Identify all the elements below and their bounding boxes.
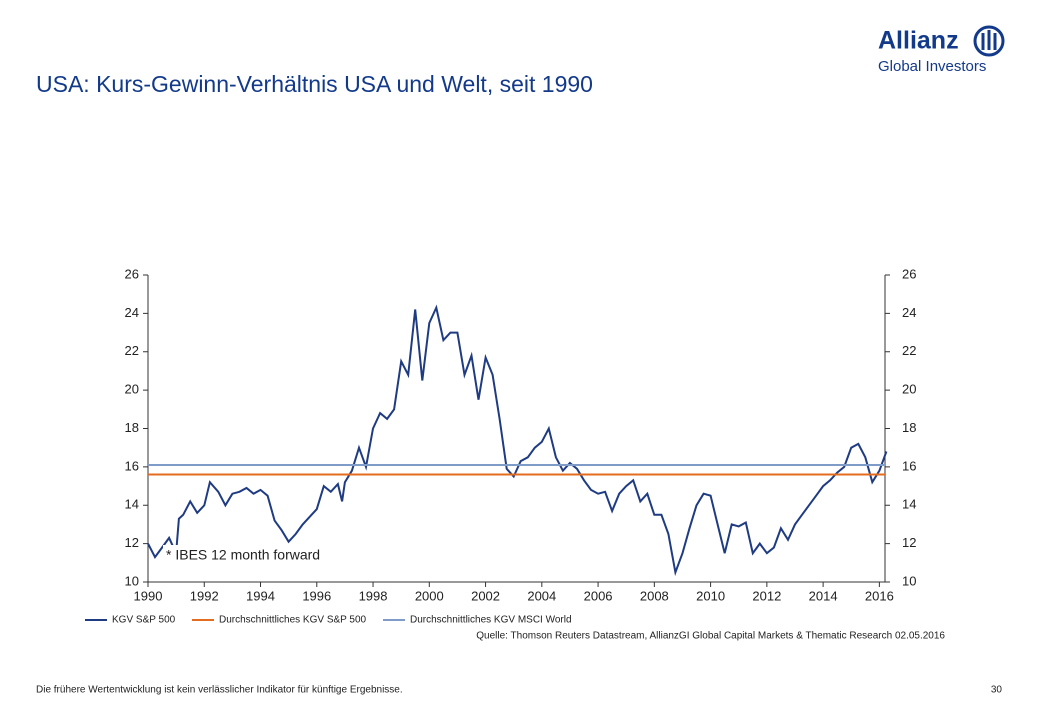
page-number: 30 [991, 685, 1003, 696]
x-tick-label: 1996 [302, 588, 331, 603]
y-tick-label: 20 [125, 382, 139, 397]
x-tick-label: 2014 [809, 588, 838, 603]
y2-tick-label: 14 [902, 497, 916, 512]
brand-sub: Global Investors [878, 58, 986, 75]
x-tick-label: 2002 [471, 588, 500, 603]
y2-tick-label: 12 [902, 535, 916, 550]
brand-logo [973, 25, 1005, 57]
annotation: * IBES 12 month forward [166, 547, 320, 563]
x-tick-label: 1998 [359, 588, 388, 603]
y-tick-label: 22 [125, 343, 139, 358]
slide-title: USA: Kurs-Gewinn-Verhältnis USA und Welt… [36, 71, 593, 97]
series-line [147, 304, 888, 577]
source: Quelle: Thomson Reuters Datastream, Alli… [476, 631, 945, 642]
y2-tick-label: 24 [902, 305, 916, 320]
y-tick-label: 14 [125, 497, 139, 512]
y2-tick-label: 22 [902, 343, 916, 358]
legend-label: Durchschnittliches KGV MSCI World [410, 615, 572, 626]
x-tick-label: 1990 [134, 588, 163, 603]
brand: Allianz [878, 27, 959, 55]
y-tick-label: 26 [125, 266, 139, 281]
x-tick-label: 2000 [415, 588, 444, 603]
x-tick-label: 2006 [584, 588, 613, 603]
legend-label: Durchschnittliches KGV S&P 500 [219, 615, 367, 626]
y-tick-label: 24 [125, 305, 139, 320]
y-tick-label: 12 [125, 535, 139, 550]
disclaimer: Die frühere Wertentwicklung ist kein ver… [36, 685, 403, 696]
x-tick-label: 1992 [190, 588, 219, 603]
y2-tick-label: 16 [902, 458, 916, 473]
x-tick-label: 1994 [246, 588, 275, 603]
y2-tick-label: 18 [902, 420, 916, 435]
y-tick-label: 16 [125, 458, 139, 473]
annotation-bg [163, 545, 336, 567]
legend-label: KGV S&P 500 [112, 615, 176, 626]
x-tick-label: 2016 [865, 588, 894, 603]
x-tick-label: 2012 [752, 588, 781, 603]
y2-tick-label: 20 [902, 382, 916, 397]
x-tick-label: 2008 [640, 588, 669, 603]
y-tick-label: 18 [125, 420, 139, 435]
x-tick-label: 2004 [527, 588, 556, 603]
x-tick-label: 2010 [696, 588, 725, 603]
y-tick-label: 10 [125, 573, 139, 588]
y2-tick-label: 10 [902, 573, 916, 588]
y2-tick-label: 26 [902, 266, 916, 281]
